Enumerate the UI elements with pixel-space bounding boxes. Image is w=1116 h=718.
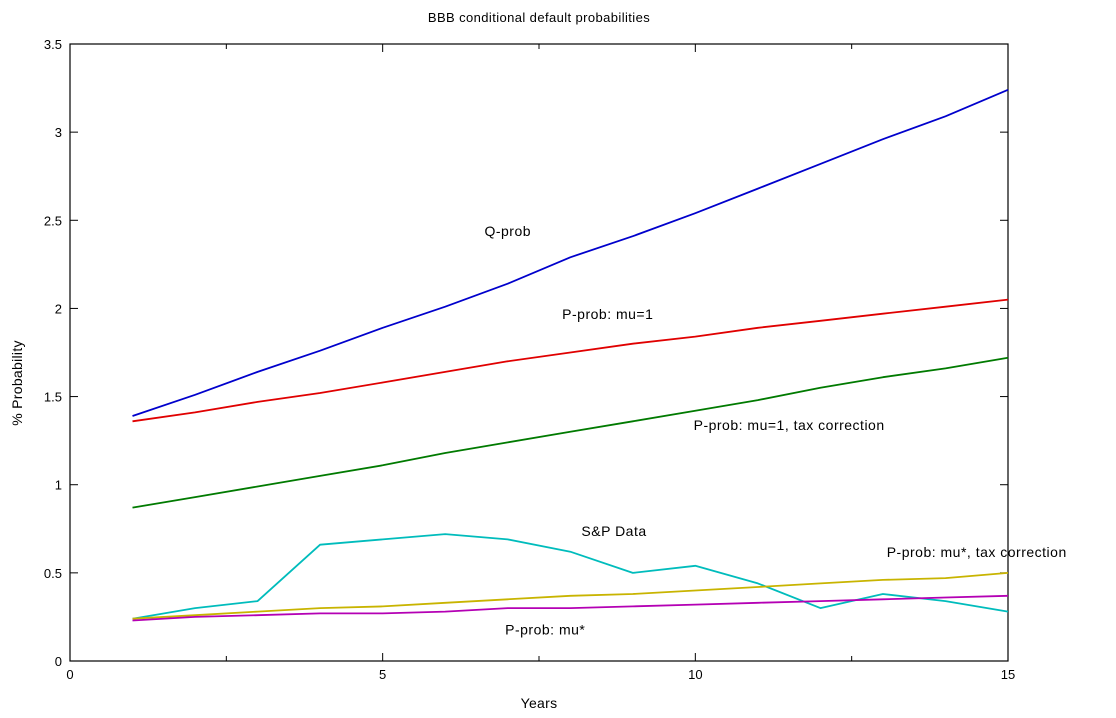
chart-title: BBB conditional default probabilities (428, 10, 650, 25)
series-annotations: Q-prob P-prob: mu=1 P-prob: mu=1, tax corr… (484, 223, 1066, 637)
series-annotation: Q-prob (484, 223, 531, 239)
series-line (132, 533, 1009, 620)
y-axis-label: % Probability (9, 340, 25, 426)
y-tick-label: 0.5 (44, 566, 62, 581)
x-tick-label: 0 (66, 667, 73, 682)
y-tick-label: 3 (55, 125, 62, 140)
y-axis: 0 0.5 1 1.5 2 2.5 3 3.5 (44, 37, 1008, 669)
series-line (132, 594, 1009, 622)
y-tick-label: 2.5 (44, 213, 62, 228)
series-annotation: P-prob: mu=1 (562, 306, 653, 322)
series-annotation: P-prob: mu=1, tax correction (694, 417, 885, 433)
y-tick-label: 2 (55, 301, 62, 316)
x-tick-label: 10 (688, 667, 702, 682)
x-tick-label: 15 (1001, 667, 1015, 682)
x-axis: 0 5 10 15 (66, 44, 1015, 682)
x-axis-label: Years (521, 695, 558, 711)
series-annotation: P-prob: mu* (505, 622, 585, 638)
series-line (132, 298, 1009, 423)
series-line (132, 572, 1009, 620)
y-tick-label: 1.5 (44, 390, 62, 405)
series-annotation: S&P Data (581, 523, 646, 539)
series-line (132, 356, 1009, 509)
series-line (132, 88, 1009, 417)
plot-frame (69, 43, 1009, 662)
y-tick-label: 3.5 (44, 37, 62, 52)
x-tick-label: 5 (379, 667, 386, 682)
y-tick-label: 0 (55, 654, 62, 669)
series-lines (132, 88, 1009, 622)
series-annotation: P-prob: mu*, tax correction (887, 544, 1067, 560)
y-tick-label: 1 (55, 478, 62, 493)
